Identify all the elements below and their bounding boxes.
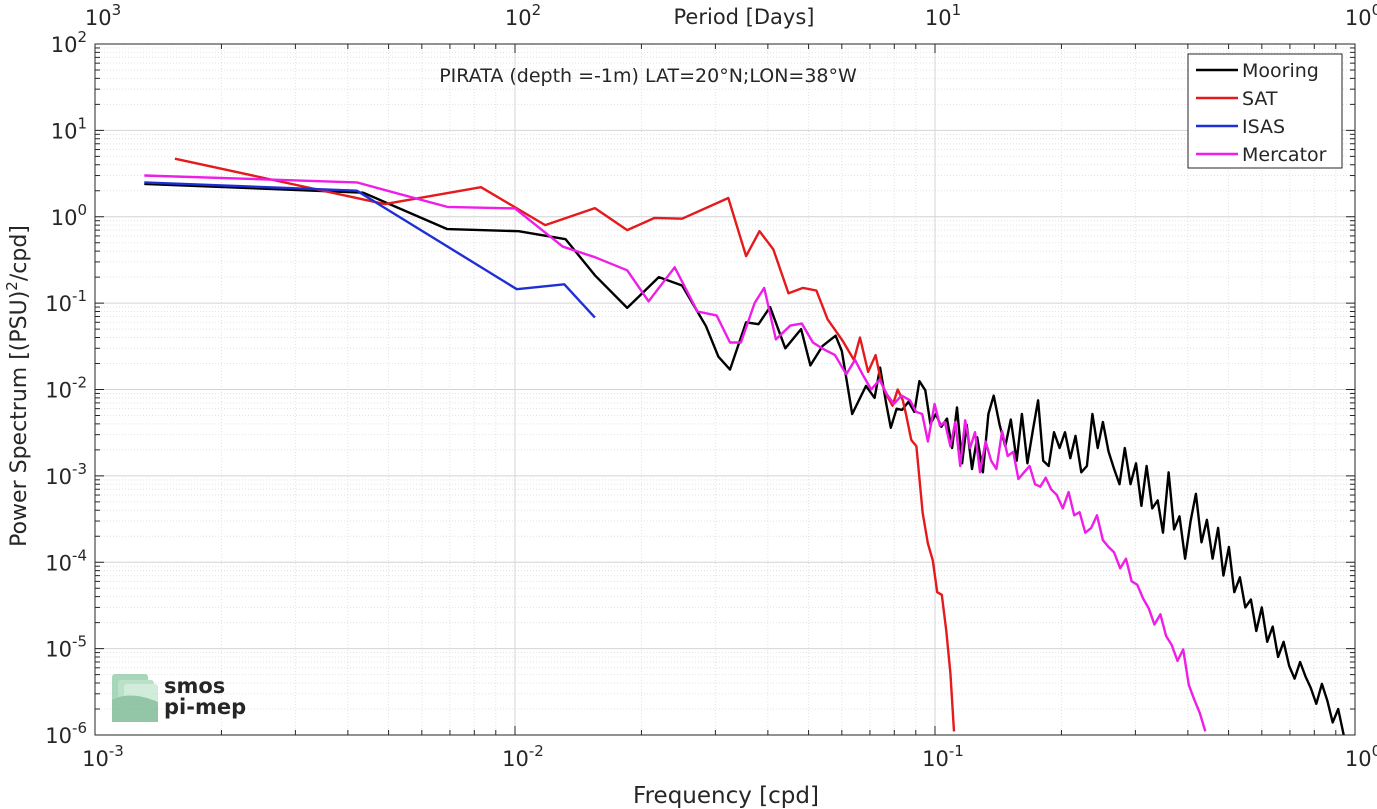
y-axis-label-tail: /cpd] — [7, 225, 32, 281]
y-tick-label: 10-5 — [45, 633, 87, 662]
x-tick-label: 10-2 — [502, 742, 544, 771]
x-tick-label: 10-3 — [82, 742, 124, 771]
y-tick-label: 10-6 — [45, 719, 87, 748]
y-tick-label: 102 — [51, 28, 87, 57]
legend-label-mooring: Mooring — [1242, 60, 1319, 82]
y-axis-label-sup: 2 — [3, 281, 21, 291]
y-tick-label: 101 — [51, 114, 87, 143]
top-x-tick-label: 102 — [505, 1, 541, 30]
axis-ticks — [94, 43, 1356, 736]
logo-text-smos: smos — [164, 674, 225, 698]
svg-text:Power Spectrum [(PSU)2/cpd]: Power Spectrum [(PSU)2/cpd] — [3, 225, 32, 547]
x-tick-label: 10-1 — [922, 742, 964, 771]
legend-label-sat: SAT — [1242, 88, 1278, 110]
top-x-tick-label: 101 — [925, 1, 961, 30]
series-line-sat — [174, 157, 956, 732]
x-tick-label: 100 — [1345, 742, 1377, 771]
legend-label-isas: ISAS — [1242, 116, 1285, 138]
y-axis-label-main: Power Spectrum [(PSU) — [7, 291, 32, 547]
legend-box — [1187, 53, 1343, 169]
top-x-tick-label: 103 — [85, 1, 121, 30]
legend: Mooring SAT ISAS Mercator — [1187, 53, 1343, 169]
smos-pi-mep-logo: smos pi-mep — [112, 674, 246, 722]
y-tick-label: 10-4 — [45, 546, 87, 575]
y-tick-label: 10-1 — [45, 287, 87, 316]
x-axis-label: Frequency [cpd] — [633, 783, 819, 809]
logo-icon — [112, 674, 158, 722]
series-line-isas — [144, 181, 596, 319]
legend-label-mercator: Mercator — [1242, 144, 1327, 166]
series-line-mooring — [144, 182, 1345, 736]
chart-title: PIRATA (depth =-1m) LAT=20°N;LON=38°W — [439, 65, 857, 87]
top-x-axis-label: Period [Days] — [674, 5, 815, 29]
y-tick-label: 100 — [51, 201, 87, 230]
logo-text-pi-mep: pi-mep — [164, 695, 246, 719]
y-axis-label: Power Spectrum [(PSU)2/cpd] — [3, 225, 32, 547]
series-layer — [144, 157, 1345, 736]
top-x-tick-label: 100 — [1345, 1, 1377, 30]
y-tick-label: 10-3 — [45, 460, 87, 489]
y-tick-label: 10-2 — [45, 374, 87, 403]
series-line-mercator — [144, 174, 1207, 732]
